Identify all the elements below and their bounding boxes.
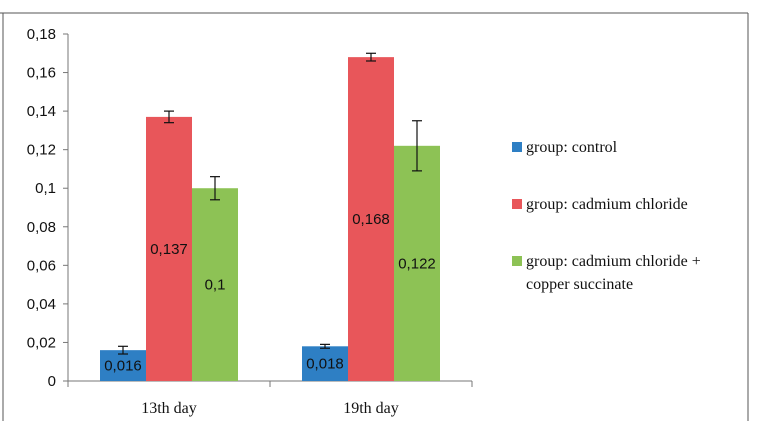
legend-label: group: cadmium chloride + bbox=[526, 253, 701, 270]
x-category-label: 19th day bbox=[343, 400, 399, 417]
data-label: 0,018 bbox=[306, 356, 344, 373]
data-label: 0,137 bbox=[150, 241, 188, 258]
y-tick-label: 0,08 bbox=[27, 219, 56, 236]
y-tick-label: 0,02 bbox=[27, 334, 56, 351]
data-label: 0,016 bbox=[104, 358, 142, 375]
legend-label: group: control bbox=[526, 139, 618, 156]
bar bbox=[146, 116, 192, 382]
y-tick-label: 0,16 bbox=[27, 65, 56, 82]
y-tick-label: 0,14 bbox=[27, 103, 56, 120]
bar bbox=[394, 145, 440, 381]
axes: 0 0,02 0,04 0,06 0,08 0,1 0,12 0,14 0,16 0,18 13th… bbox=[27, 26, 473, 417]
y-tick-label: 0,1 bbox=[35, 180, 56, 197]
data-label: 0,168 bbox=[352, 211, 390, 228]
bar bbox=[100, 350, 146, 381]
legend-label: group: cadmium chloride bbox=[526, 196, 688, 213]
bar bbox=[348, 57, 394, 382]
bar bbox=[302, 346, 348, 381]
data-label: 0,1 bbox=[205, 277, 226, 294]
legend-label: copper succinate bbox=[526, 276, 633, 293]
x-category-label: 13th day bbox=[141, 400, 197, 417]
legend-swatch bbox=[512, 199, 522, 209]
bar bbox=[192, 188, 238, 381]
data-labels: 0,016 0,137 0,1 0,018 0,168 0,122 bbox=[104, 211, 436, 375]
y-tick-label: 0 bbox=[48, 373, 56, 390]
legend-swatch bbox=[512, 256, 522, 266]
y-tick-label: 0,12 bbox=[27, 142, 56, 159]
legend-swatch bbox=[512, 142, 522, 152]
y-tick-label: 0,18 bbox=[27, 26, 56, 43]
y-tick-label: 0,04 bbox=[27, 296, 56, 313]
y-tick-label: 0,06 bbox=[27, 257, 56, 274]
bars bbox=[100, 52, 440, 382]
legend: group: control group: cadmium chloride gro… bbox=[512, 139, 701, 293]
data-label: 0,122 bbox=[398, 255, 436, 272]
